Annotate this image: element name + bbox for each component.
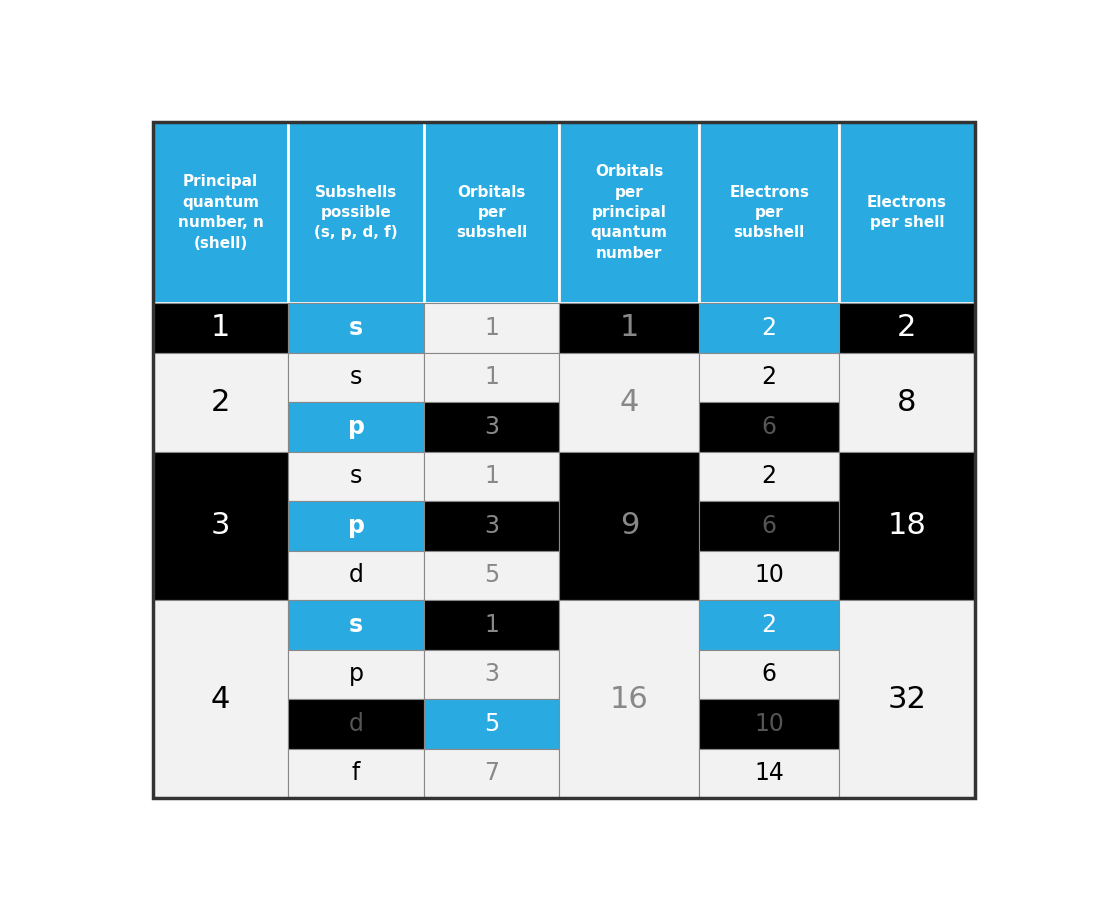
Text: s: s: [350, 365, 362, 389]
Bar: [839, 353, 975, 452]
Bar: [153, 122, 288, 303]
Text: d: d: [349, 711, 364, 736]
Bar: [560, 353, 700, 452]
Text: 3: 3: [484, 514, 499, 537]
Text: 10: 10: [755, 711, 784, 736]
Text: s: s: [350, 465, 362, 488]
Bar: [700, 650, 839, 699]
Text: Orbitals
per
subshell: Orbitals per subshell: [456, 185, 527, 241]
Bar: [700, 501, 839, 550]
Bar: [153, 600, 288, 798]
Bar: [424, 699, 560, 749]
Bar: [288, 122, 424, 303]
Text: 2: 2: [761, 365, 777, 389]
Bar: [288, 303, 424, 353]
Text: 4: 4: [619, 388, 639, 416]
Bar: [424, 600, 560, 650]
Text: 1: 1: [484, 465, 499, 488]
Text: s: s: [349, 613, 363, 637]
Text: 2: 2: [898, 313, 916, 343]
Text: 8: 8: [898, 388, 916, 416]
Bar: [700, 353, 839, 402]
Bar: [288, 650, 424, 699]
Text: Orbitals
per
principal
quantum
number: Orbitals per principal quantum number: [591, 164, 668, 261]
Text: 5: 5: [484, 563, 499, 588]
Bar: [560, 452, 700, 600]
Text: 4: 4: [211, 685, 230, 713]
Bar: [424, 650, 560, 699]
Bar: [288, 699, 424, 749]
Text: 6: 6: [761, 514, 777, 537]
Bar: [839, 303, 975, 353]
Text: 7: 7: [484, 762, 499, 785]
Bar: [700, 699, 839, 749]
Text: 2: 2: [761, 316, 777, 340]
Text: 1: 1: [211, 313, 230, 343]
Bar: [288, 353, 424, 402]
Bar: [700, 749, 839, 798]
Text: 6: 6: [761, 415, 777, 439]
Text: p: p: [348, 514, 365, 537]
Bar: [839, 122, 975, 303]
Text: 1: 1: [619, 313, 639, 343]
Bar: [424, 749, 560, 798]
Bar: [153, 303, 288, 353]
Text: 18: 18: [888, 511, 926, 540]
Bar: [839, 452, 975, 600]
Bar: [700, 303, 839, 353]
Text: d: d: [349, 563, 364, 588]
Bar: [424, 402, 560, 452]
Text: 3: 3: [484, 662, 499, 686]
Text: 1: 1: [484, 316, 499, 340]
Bar: [560, 303, 700, 353]
Text: 5: 5: [484, 711, 499, 736]
Bar: [424, 353, 560, 402]
Text: Subshells
possible
(s, p, d, f): Subshells possible (s, p, d, f): [315, 185, 398, 241]
Text: 2: 2: [761, 465, 777, 488]
Text: 1: 1: [484, 613, 499, 637]
Bar: [700, 600, 839, 650]
Text: 16: 16: [610, 685, 649, 713]
Bar: [700, 550, 839, 600]
Text: 2: 2: [761, 613, 777, 637]
Bar: [288, 550, 424, 600]
Bar: [288, 452, 424, 501]
Text: 32: 32: [888, 685, 926, 713]
Text: 10: 10: [755, 563, 784, 588]
Text: Principal
quantum
number, n
(shell): Principal quantum number, n (shell): [178, 175, 264, 251]
Bar: [700, 402, 839, 452]
Text: 3: 3: [211, 511, 230, 540]
Bar: [560, 600, 700, 798]
Bar: [424, 501, 560, 550]
Text: Electrons
per shell: Electrons per shell: [867, 195, 947, 230]
Bar: [288, 600, 424, 650]
Bar: [153, 353, 288, 452]
Text: p: p: [348, 415, 365, 439]
Bar: [424, 452, 560, 501]
Bar: [839, 600, 975, 798]
Text: p: p: [349, 662, 364, 686]
Text: 6: 6: [761, 662, 777, 686]
Bar: [288, 501, 424, 550]
Bar: [700, 122, 839, 303]
Bar: [424, 303, 560, 353]
Text: s: s: [349, 316, 363, 340]
Text: Electrons
per
subshell: Electrons per subshell: [729, 185, 810, 241]
Bar: [288, 749, 424, 798]
Text: f: f: [352, 762, 361, 785]
Text: 9: 9: [619, 511, 639, 540]
Bar: [424, 550, 560, 600]
Bar: [424, 122, 560, 303]
Text: 3: 3: [484, 415, 499, 439]
Bar: [700, 452, 839, 501]
Bar: [288, 402, 424, 452]
Text: 1: 1: [484, 365, 499, 389]
Bar: [153, 452, 288, 600]
Text: 2: 2: [211, 388, 230, 416]
Bar: [560, 122, 700, 303]
Text: 14: 14: [755, 762, 784, 785]
